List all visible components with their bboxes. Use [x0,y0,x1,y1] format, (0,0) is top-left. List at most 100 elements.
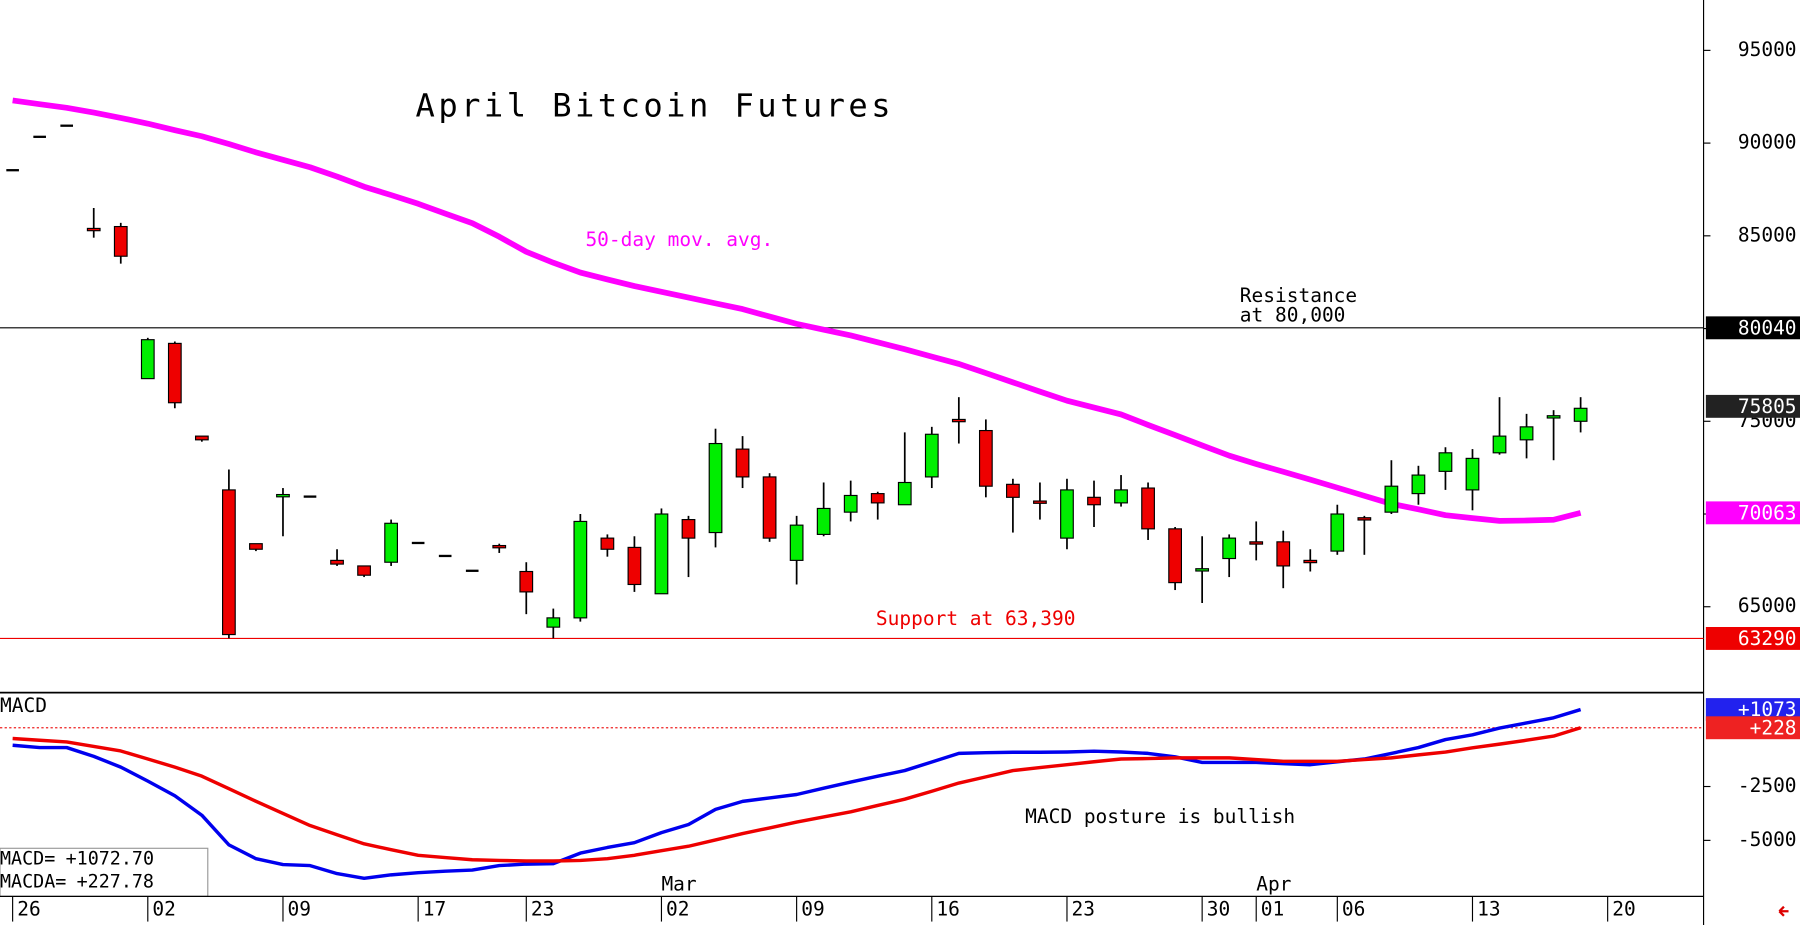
level-label: +228 [1750,716,1797,739]
scroll-arrow[interactable] [1778,905,1789,917]
candle-body [843,494,858,513]
candle-body [546,617,561,628]
level-badge [1705,698,1800,722]
level-badge [1705,716,1800,740]
y-tick-label: 85000 [1738,223,1797,246]
level-badge [1705,627,1800,650]
candle-body [762,476,777,539]
candle-body [1141,487,1155,530]
x-tick-label: 06 [1342,898,1365,921]
level-label: 63290 [1738,627,1797,650]
candle-body [1114,489,1128,504]
chart-title: April Bitcoin Futures [416,87,894,125]
candle-body [1384,485,1399,513]
annotation: MACD posture is bullish [1025,805,1295,828]
candle-body [600,537,615,550]
y-tick-label: -5000 [1738,828,1797,851]
candle-body [1222,537,1237,560]
x-tick-label: 26 [17,898,40,921]
candle-body [627,546,642,586]
ma-label: 50-day mov. avg. [585,228,773,251]
candle-body [1006,483,1020,498]
readout-value: +1072.70 [66,849,154,870]
y-tick-label: 65000 [1738,594,1797,617]
candle-body [6,169,19,172]
y-tick-label: -2500 [1738,774,1797,797]
candle-body [654,513,669,595]
y-tick-label: 90000 [1738,131,1797,154]
candle-body [1330,513,1345,552]
candle-body [1060,489,1074,539]
candle-body [1411,474,1426,495]
candle-body [194,435,209,441]
candle-body [1573,407,1588,422]
x-tick-label: 13 [1477,898,1500,921]
level-label: 80040 [1738,316,1797,339]
candle-body [1087,496,1101,506]
macd-line [12,726,1582,863]
x-tick-label: 23 [531,898,554,921]
candle-body [113,225,128,257]
candle-body [870,493,885,504]
candle-body [681,519,696,539]
x-tick-label: 02 [666,898,689,921]
candle-body [438,554,452,558]
candle-body [1438,452,1453,472]
candle-body [86,227,101,232]
x-tick-label: 17 [423,898,446,921]
candle-body [1492,435,1507,454]
level-label: 70063 [1738,502,1797,525]
candle-body [1168,528,1182,584]
x-tick-label: 23 [1072,898,1095,921]
x-tick-label: 09 [288,898,311,921]
candle-body [1195,568,1210,572]
readout-value: +227.78 [77,872,154,893]
candle-body [924,433,939,478]
level-badge [1705,501,1800,525]
panel-title: MACD [0,694,47,717]
candle-body [222,489,236,636]
candle-body [411,541,425,545]
candle-body [60,124,74,127]
candle-body [1546,415,1561,419]
level-badge [1705,394,1800,418]
month-label: Apr [1256,872,1291,895]
x-tick-label: 02 [152,898,175,921]
x-tick-label: 30 [1207,898,1230,921]
candle-body [978,429,993,487]
candle-body [492,544,507,549]
moving-average [12,97,1582,524]
candle-body [708,442,723,534]
annotation: at 80,000 [1240,303,1346,326]
readout-name: MACDA= [0,872,66,893]
candle-body [303,495,317,498]
candle-body [384,522,398,563]
candle-body [573,520,588,619]
candle-body [816,507,831,535]
candle-body [33,135,46,138]
month-label: Mar [661,872,696,895]
candle-body [357,565,371,576]
candle-body [1276,541,1291,567]
candle-body [519,570,534,593]
x-tick-label: 09 [801,898,824,921]
x-tick-label: 01 [1261,898,1284,921]
candle-body [1303,559,1318,564]
level-badge [1705,316,1800,340]
readout-box [0,847,209,897]
x-tick-label: 16 [936,898,959,921]
candle-body [789,524,804,561]
candle-body [1519,426,1534,441]
candle-body [1465,457,1480,491]
candle-body [1357,517,1372,521]
candle-body [330,559,344,565]
candle-body [1033,500,1047,504]
candle-body [897,481,912,506]
candle-body [249,543,263,550]
candle-body [735,448,750,478]
y-tick-label: 95000 [1738,38,1797,61]
candle-body [1249,541,1264,545]
